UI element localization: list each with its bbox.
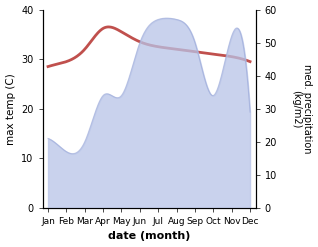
X-axis label: date (month): date (month) — [108, 231, 190, 242]
Y-axis label: max temp (C): max temp (C) — [5, 73, 16, 144]
Y-axis label: med. precipitation
(kg/m2): med. precipitation (kg/m2) — [291, 64, 313, 153]
